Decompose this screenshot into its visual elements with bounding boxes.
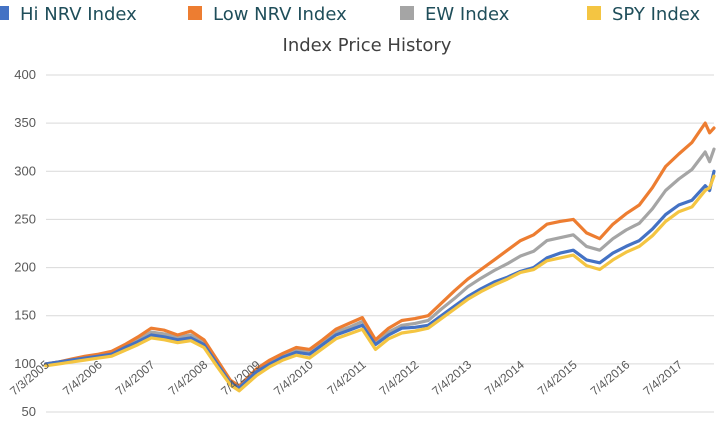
y-tick-label: 50 bbox=[22, 404, 36, 419]
y-tick-label: 200 bbox=[14, 260, 36, 275]
y-tick-label: 400 bbox=[14, 67, 36, 82]
y-tick-label: 100 bbox=[14, 356, 36, 371]
legend-entry: Hi NRV Index bbox=[0, 4, 137, 25]
series-line bbox=[44, 169, 716, 390]
legend-label: EW Index bbox=[425, 4, 510, 25]
legend: Hi NRV Index Low NRV Index EW Index SPY Ind… bbox=[0, 4, 701, 25]
series-lines bbox=[44, 121, 716, 393]
legend-entry: Low NRV Index bbox=[188, 4, 347, 25]
legend-swatch bbox=[400, 6, 414, 20]
legend-swatch bbox=[188, 6, 202, 20]
legend-entry: EW Index bbox=[400, 4, 510, 25]
legend-swatch bbox=[0, 6, 9, 20]
y-tick-label: 150 bbox=[14, 308, 36, 323]
y-axis-ticks: 50 100 150 200 250 300 350 400 bbox=[14, 67, 36, 419]
series-line bbox=[44, 147, 716, 389]
series-line bbox=[44, 174, 716, 393]
gridlines bbox=[46, 74, 714, 413]
legend-entry: SPY Index bbox=[587, 4, 701, 25]
chart-title: Index Price History bbox=[283, 35, 452, 56]
y-tick-label: 250 bbox=[14, 211, 36, 226]
y-tick-label: 300 bbox=[14, 163, 36, 178]
series-line bbox=[44, 121, 716, 388]
legend-swatch bbox=[587, 6, 601, 20]
legend-label: Hi NRV Index bbox=[20, 4, 137, 25]
legend-label: Low NRV Index bbox=[213, 4, 347, 25]
legend-label: SPY Index bbox=[612, 4, 701, 25]
y-tick-label: 350 bbox=[14, 115, 36, 130]
